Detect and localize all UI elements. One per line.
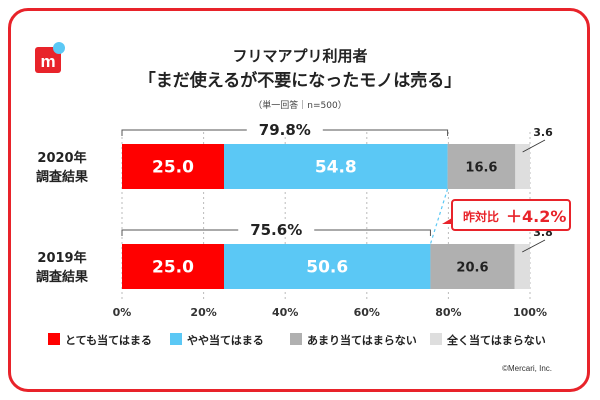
x-tick-label: 80%: [435, 306, 461, 319]
legend-swatch: [290, 333, 302, 345]
yoy-badge-pointer: [442, 218, 452, 224]
x-tick-label: 60%: [354, 306, 380, 319]
x-tick-label: 40%: [272, 306, 298, 319]
copyright: ©Mercari, Inc.: [502, 364, 552, 373]
total-label-bg: [246, 119, 323, 137]
leader-line: [522, 139, 546, 153]
bar-segment: [224, 144, 448, 189]
sample-note: （単一回答｜n=500）: [253, 101, 347, 111]
bar-segment: [514, 244, 530, 289]
legend-label: あまり当てはまらない: [307, 333, 417, 347]
total-label: 75.6%: [250, 221, 302, 239]
svg-text:m: m: [40, 52, 55, 71]
bar-segment: [515, 144, 530, 189]
legend-swatch: [430, 333, 442, 345]
chart-title-line1: フリマアプリ利用者: [232, 47, 368, 65]
category-label-year: 2020年: [37, 150, 86, 166]
x-tick-label: 0%: [113, 306, 132, 319]
data-label: 16.6: [465, 161, 497, 176]
total-label: 79.8%: [259, 121, 311, 139]
bar-segment: [224, 244, 431, 289]
yoy-prefix: 昨対比: [463, 209, 499, 224]
legend-label: やや当てはまる: [187, 333, 264, 347]
bar-segment: [430, 244, 515, 289]
bar-segment: [447, 144, 516, 189]
category-label-year: 2019年: [37, 250, 86, 266]
x-tick-label: 100%: [513, 306, 547, 319]
data-label: 3.6: [533, 126, 553, 139]
mercari-logo-icon: m: [35, 42, 65, 73]
legend-swatch: [48, 333, 60, 345]
legend-swatch: [170, 333, 182, 345]
data-label: 25.0: [152, 158, 194, 178]
bar-segment: [122, 244, 224, 289]
legend-label: 全く当てはまらない: [446, 333, 546, 347]
data-label: 50.6: [306, 258, 348, 278]
x-tick-label: 20%: [190, 306, 216, 319]
chart-title-line2: 「まだ使えるが不要になったモノは売る」: [138, 71, 462, 91]
yoy-badge: [451, 199, 571, 231]
comparison-connector: [429, 188, 449, 245]
category-label-sub: 調査結果: [36, 269, 88, 285]
data-label: 20.6: [456, 261, 488, 276]
data-label: 54.8: [315, 158, 357, 178]
legend-label: とても当てはまる: [65, 333, 152, 347]
total-label-bg: [238, 219, 315, 237]
bar-segment: [122, 144, 224, 189]
category-label-sub: 調査結果: [36, 169, 88, 185]
data-label: 25.0: [152, 258, 194, 278]
yoy-value: ＋4.2%: [506, 207, 566, 226]
leader-line: [522, 239, 546, 253]
